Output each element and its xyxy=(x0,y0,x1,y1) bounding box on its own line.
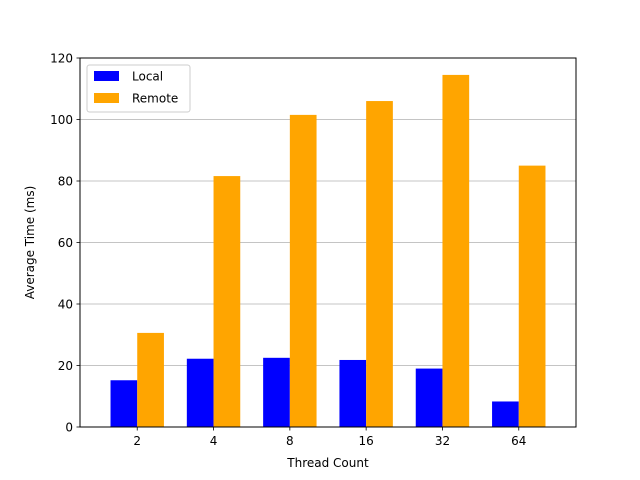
y-tick-label: 80 xyxy=(58,174,73,188)
y-tick-label: 60 xyxy=(58,236,73,250)
bar-remote-16 xyxy=(366,101,393,428)
bar-local-4 xyxy=(186,358,214,427)
bar-remote-2 xyxy=(137,332,164,427)
bar-local-8 xyxy=(263,357,290,427)
bar-local-16 xyxy=(339,359,367,427)
bar-remote-64 xyxy=(518,165,546,427)
bar-local-64 xyxy=(492,401,519,427)
x-tick-label: 2 xyxy=(133,434,141,448)
legend-swatch-local xyxy=(94,71,119,81)
legend-label-remote: Remote xyxy=(132,92,178,106)
y-tick-label: 40 xyxy=(58,297,73,311)
y-tick-label: 120 xyxy=(50,51,73,65)
bar-local-2 xyxy=(110,380,138,427)
x-tick-label: 16 xyxy=(359,434,374,448)
y-axis: 0 20 40 60 80 100 120 xyxy=(50,51,80,434)
y-tick-label: 20 xyxy=(58,359,73,373)
x-tick-label: 4 xyxy=(210,434,218,448)
y-tick-label: 0 xyxy=(65,420,73,434)
x-axis-label: Thread Count xyxy=(286,456,369,470)
bar-remote-32 xyxy=(442,74,470,427)
x-tick-label: 32 xyxy=(435,434,450,448)
legend-swatch-remote xyxy=(94,93,119,103)
y-tick-label: 100 xyxy=(50,113,73,127)
legend-label-local: Local xyxy=(132,70,163,84)
gridlines xyxy=(80,119,576,366)
y-axis-label: Average Time (ms) xyxy=(23,186,37,300)
legend: Local Remote xyxy=(86,64,191,113)
bar-local-32 xyxy=(415,368,443,427)
x-tick-label: 64 xyxy=(511,434,526,448)
bars xyxy=(110,74,546,428)
bar-remote-4 xyxy=(213,176,241,427)
bar-remote-8 xyxy=(289,114,317,427)
x-axis: 2 4 8 16 32 64 xyxy=(133,427,526,448)
x-tick-label: 8 xyxy=(286,434,294,448)
